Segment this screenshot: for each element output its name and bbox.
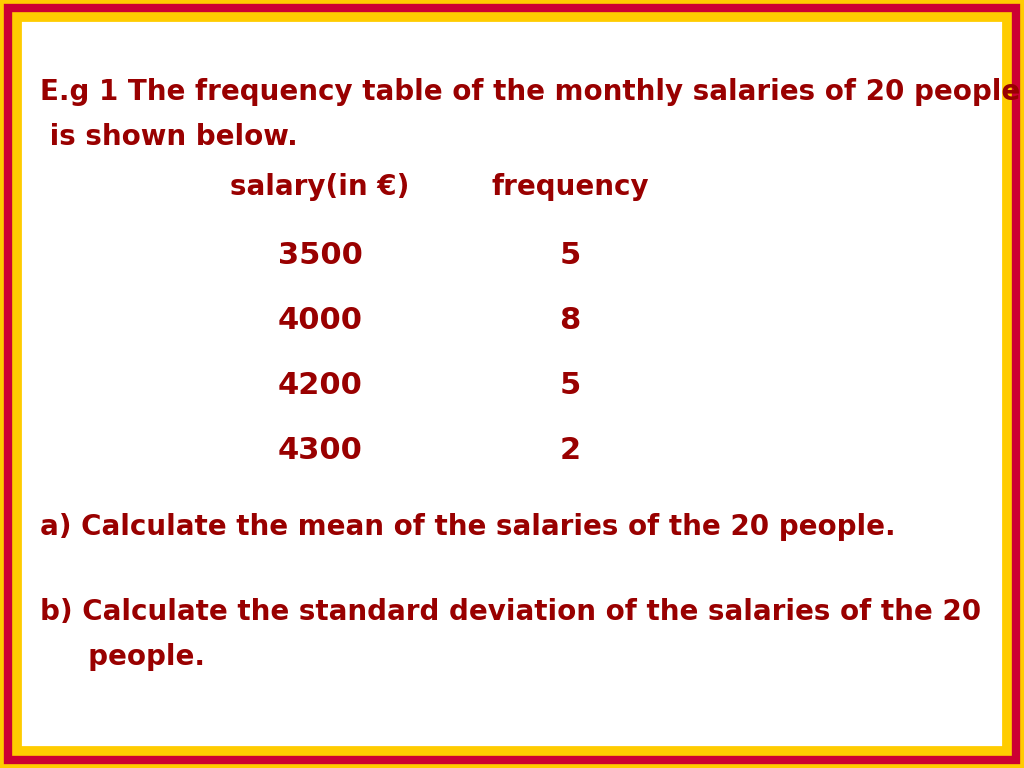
- Text: 3500: 3500: [278, 241, 362, 270]
- Text: is shown below.: is shown below.: [40, 123, 298, 151]
- Text: salary(in €): salary(in €): [230, 173, 410, 201]
- Text: 2: 2: [559, 436, 581, 465]
- Text: 5: 5: [559, 371, 581, 400]
- Text: b) Calculate the standard deviation of the salaries of the 20: b) Calculate the standard deviation of t…: [40, 598, 981, 626]
- Text: 8: 8: [559, 306, 581, 335]
- Text: people.: people.: [40, 643, 205, 671]
- Text: 4000: 4000: [278, 306, 362, 335]
- Text: a) Calculate the mean of the salaries of the 20 people.: a) Calculate the mean of the salaries of…: [40, 513, 896, 541]
- Text: 5: 5: [559, 241, 581, 270]
- Text: frequency: frequency: [492, 173, 649, 201]
- Text: 4300: 4300: [278, 436, 362, 465]
- Text: 4200: 4200: [278, 371, 362, 400]
- Text: E.g 1 The frequency table of the monthly salaries of 20 people: E.g 1 The frequency table of the monthly…: [40, 78, 1020, 106]
